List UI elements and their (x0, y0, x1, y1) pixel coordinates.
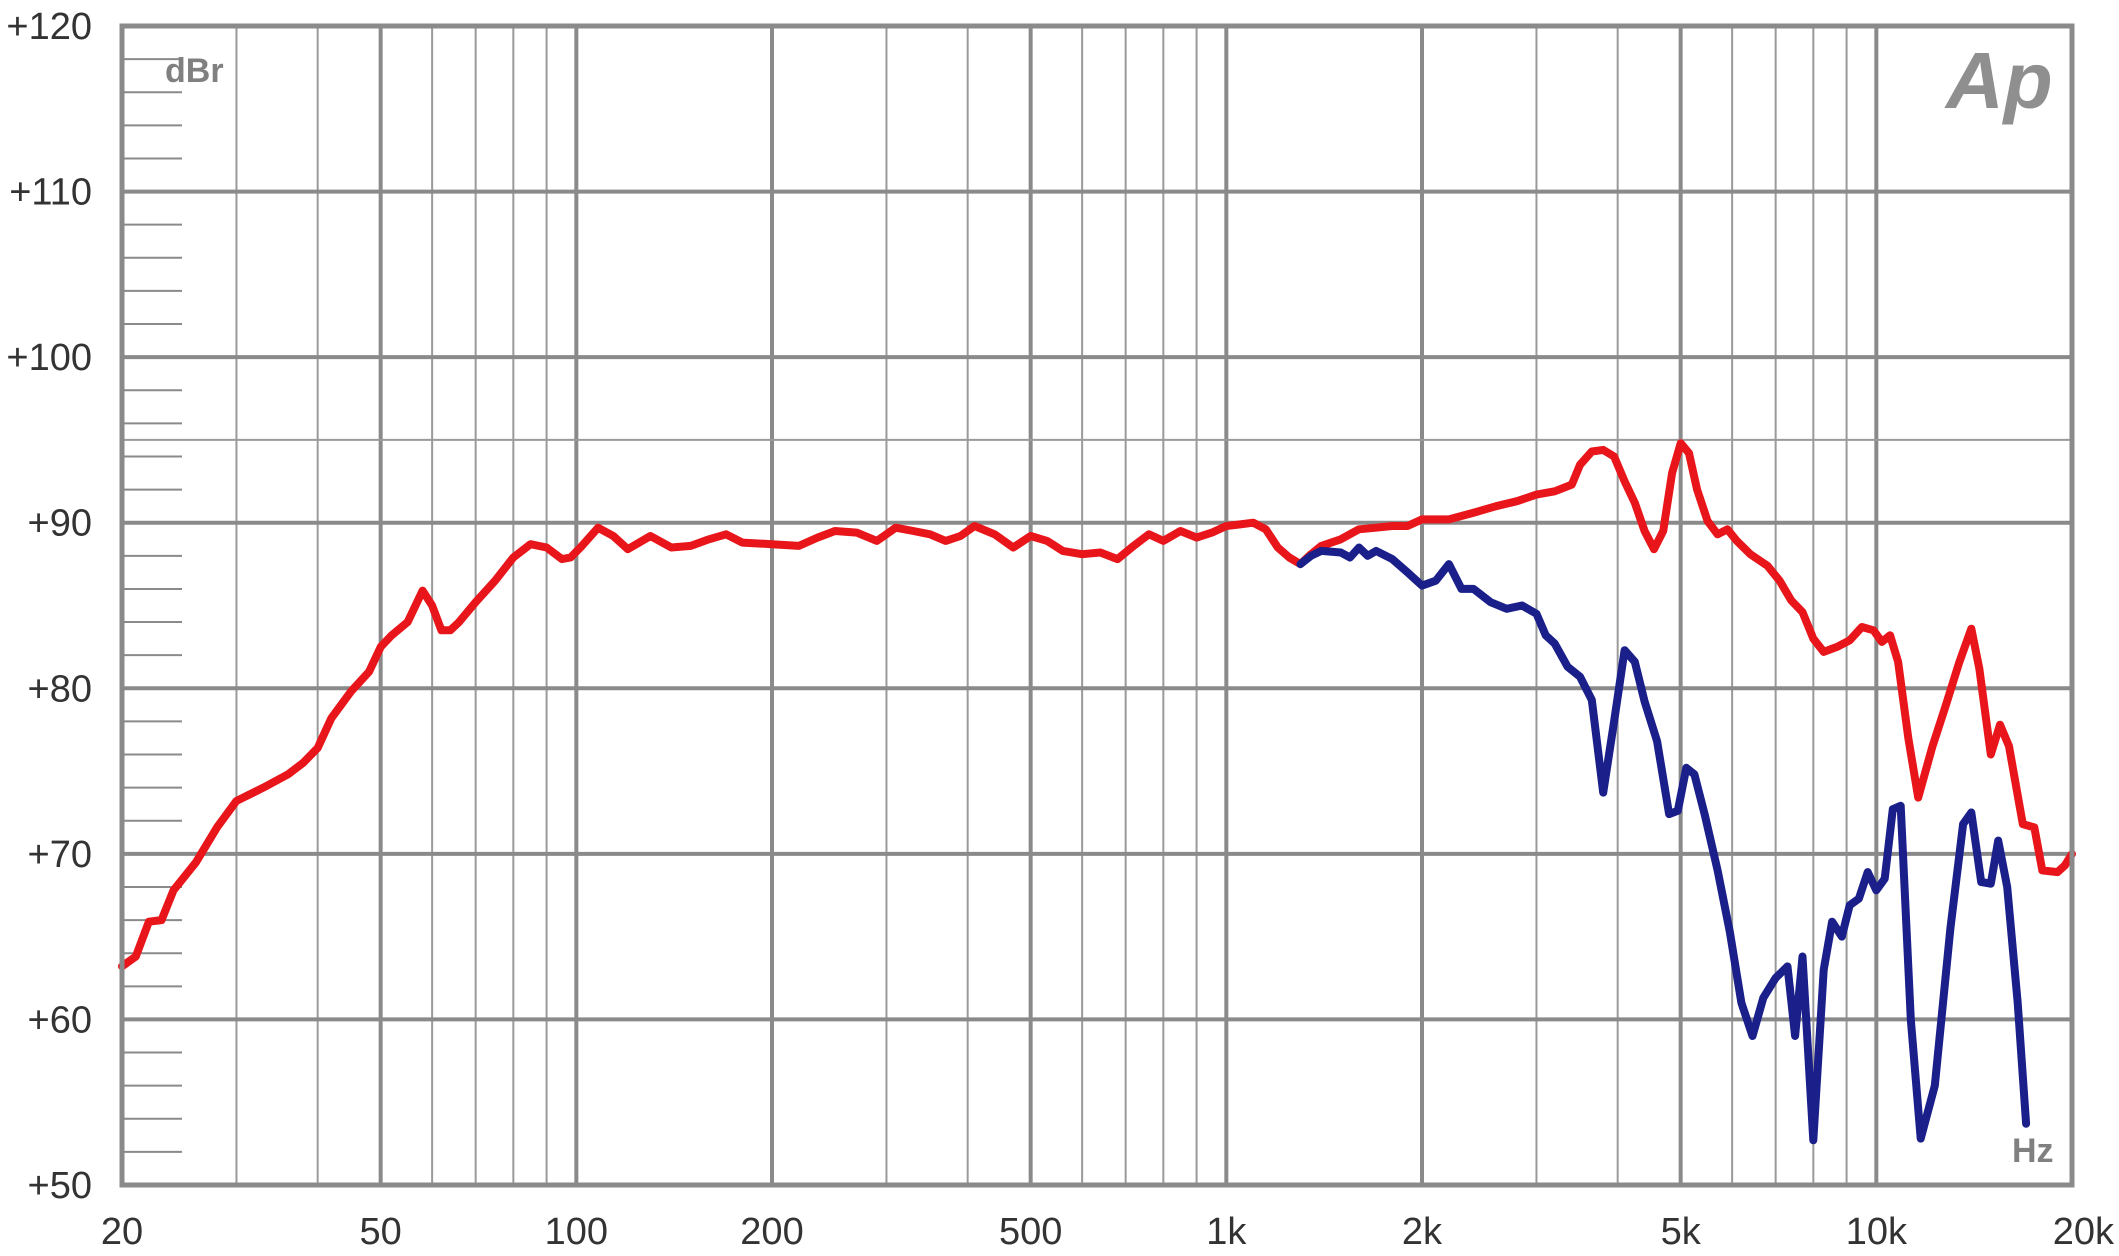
minor-grid (235, 26, 1848, 1185)
x-tick-label: 2k (1402, 1211, 1443, 1253)
y-tick-label: +100 (6, 337, 92, 379)
x-tick-label: 20k (2053, 1211, 2115, 1253)
x-tick-label: 100 (545, 1211, 608, 1253)
series-line-1 (118, 439, 2076, 971)
series-layer (118, 439, 2076, 1145)
x-tick-label: 5k (1661, 1211, 1702, 1253)
x-axis-unit-label: Hz (2012, 1132, 2054, 1170)
y-tick-label: +50 (28, 1165, 92, 1207)
y-tick-label: +70 (28, 834, 92, 876)
x-tick-label: 200 (740, 1211, 803, 1253)
plot-area-border (119, 23, 2075, 1188)
x-tick-label: 20 (101, 1211, 143, 1253)
y-axis-unit-label: dBr (165, 52, 224, 90)
x-axis-tick-labels: 20 50 100 200 500 1k 2k 5k 10k 20k (101, 1211, 2115, 1253)
x-tick-label: 500 (999, 1211, 1062, 1253)
x-tick-label: 1k (1206, 1211, 1247, 1253)
x-tick-label: 10k (1846, 1211, 1908, 1253)
y-tick-label: +80 (28, 668, 92, 710)
ap-logo: Ap (1944, 36, 2053, 125)
y-tick-label: +60 (28, 999, 92, 1041)
series-line-2 (1296, 543, 2031, 1145)
y-tick-label: +90 (28, 503, 92, 545)
y-minor-ticks (122, 58, 182, 1153)
y-tick-label: +110 (9, 172, 92, 214)
y-axis-tick-labels: +120 +110 +100 +90 +80 +70 +60 +50 (6, 6, 92, 1207)
x-tick-label: 50 (360, 1211, 402, 1253)
y-tick-label: +120 (6, 6, 92, 48)
